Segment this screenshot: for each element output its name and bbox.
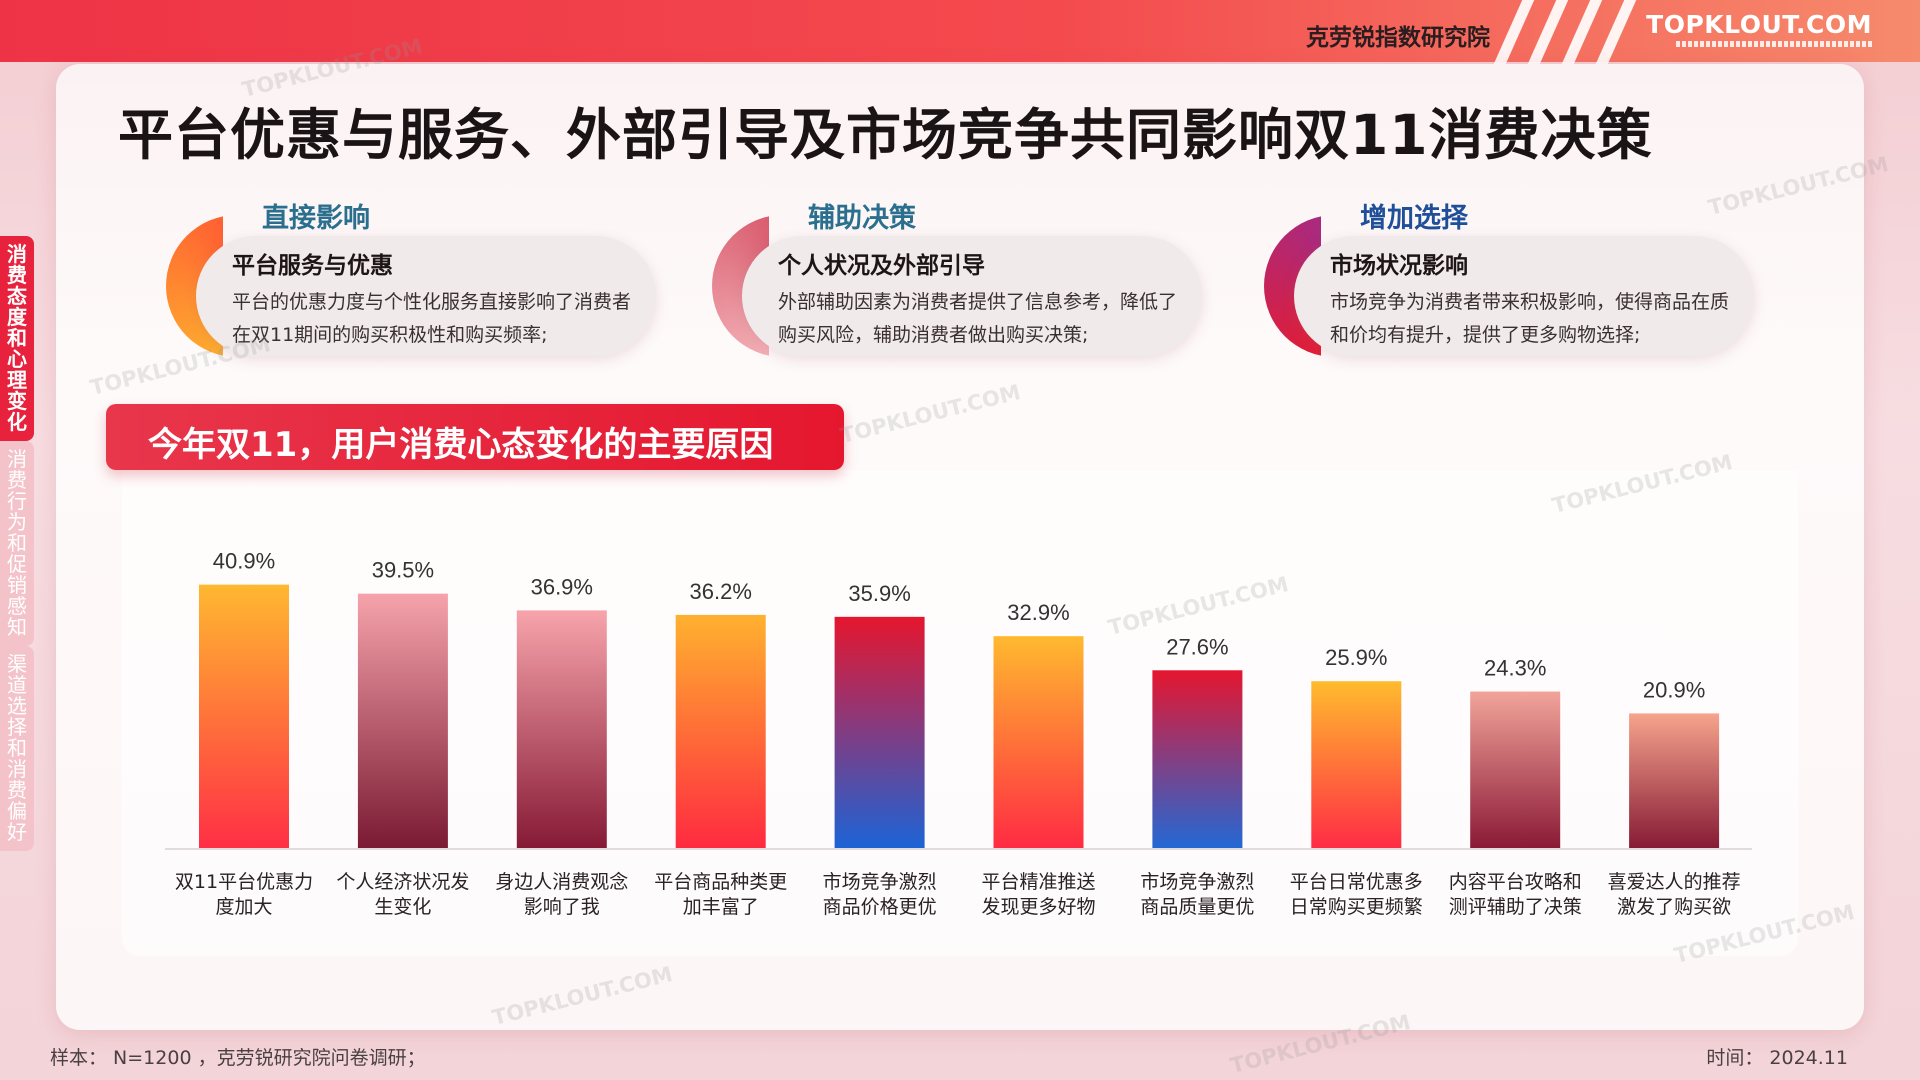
category-label: 商品质量更优 bbox=[1140, 896, 1254, 918]
page-title: 平台优惠与服务、外部引导及市场竞争共同影响双11消费决策 bbox=[118, 103, 1653, 167]
footer-date: 时间： 2024.11 bbox=[1706, 1047, 1848, 1069]
category-label: 加丰富了 bbox=[683, 896, 759, 918]
bar bbox=[357, 593, 448, 848]
factor-desc: 市场竞争为消费者带来积极影响，使得商品在质和价均有提升，提供了更多购物选择; bbox=[1330, 291, 1730, 346]
chart-title: 今年双11，用户消费心态变化的主要原因 bbox=[148, 425, 774, 465]
category-label: 生变化 bbox=[374, 896, 431, 918]
factor-pill bbox=[196, 236, 656, 356]
data-label: 27.6% bbox=[1166, 634, 1228, 659]
sidebar-item-attitude[interactable]: 消费态度和心理变化 bbox=[0, 236, 34, 441]
factor-desc: 外部辅助因素为消费者提供了信息参考，降低了购买风险，辅助消费者做出购买决策; bbox=[778, 291, 1178, 346]
data-label: 40.9% bbox=[213, 549, 275, 574]
category-label: 度加大 bbox=[215, 896, 272, 918]
bar bbox=[675, 614, 766, 848]
bar bbox=[1470, 691, 1561, 848]
factor-desc: 平台的优惠力度与个性化服务直接影响了消费者在双11期间的购买积极性和购买频率; bbox=[232, 291, 632, 346]
bar bbox=[1311, 681, 1402, 848]
factor-pill bbox=[1294, 236, 1754, 356]
category-label: 日常购买更频繁 bbox=[1290, 896, 1423, 918]
data-label: 39.5% bbox=[372, 558, 434, 583]
sidebar-item-behavior[interactable]: 消费行为和促销感知 bbox=[0, 441, 34, 646]
factor-label: 增加选择 bbox=[1360, 203, 1468, 234]
bar bbox=[1152, 670, 1243, 848]
category-label: 测评辅助了决策 bbox=[1449, 896, 1582, 918]
data-label: 24.3% bbox=[1484, 656, 1546, 681]
category-label: 激发了购买欲 bbox=[1617, 896, 1731, 918]
category-label: 商品价格更优 bbox=[823, 896, 937, 918]
sidebar-item-channel[interactable]: 渠道选择和消费偏好 bbox=[0, 646, 34, 851]
factor-label: 直接影响 bbox=[262, 203, 370, 234]
category-label: 内容平台攻略和 bbox=[1449, 871, 1582, 893]
data-label: 20.9% bbox=[1643, 677, 1705, 702]
data-label: 36.2% bbox=[690, 579, 752, 604]
bar bbox=[199, 584, 289, 848]
category-label: 个人经济状况发 bbox=[336, 871, 469, 893]
bar bbox=[516, 610, 607, 848]
factor-label: 辅助决策 bbox=[808, 203, 916, 234]
data-label: 25.9% bbox=[1325, 645, 1387, 670]
category-label: 发现更多好物 bbox=[981, 896, 1095, 918]
bar bbox=[1629, 713, 1720, 848]
logo-text: TOPKLOUT.COM bbox=[1646, 10, 1872, 39]
logo-subline bbox=[1676, 41, 1872, 47]
category-label: 市场竞争激烈 bbox=[823, 871, 937, 893]
category-label: 影响了我 bbox=[524, 896, 600, 918]
bar bbox=[993, 636, 1084, 848]
factor-heading: 个人状况及外部引导 bbox=[778, 253, 985, 279]
factor-heading: 市场状况影响 bbox=[1330, 253, 1468, 279]
chart-title-banner: 今年双11，用户消费心态变化的主要原因 bbox=[106, 404, 844, 470]
data-label: 32.9% bbox=[1007, 600, 1069, 625]
sidebar-nav: 消费态度和心理变化 消费行为和促销感知 渠道选择和消费偏好 bbox=[0, 236, 36, 851]
data-label: 35.9% bbox=[848, 581, 910, 606]
org-name: 克劳锐指数研究院 bbox=[1306, 25, 1490, 51]
category-label: 身边人消费观念 bbox=[495, 870, 628, 893]
factor-card-direct: 直接影响 平台服务与优惠 平台的优惠力度与个性化服务直接影响了消费者在双11期间… bbox=[166, 196, 666, 376]
category-label: 平台商品种类更 bbox=[654, 871, 787, 893]
data-label: 36.9% bbox=[531, 574, 593, 599]
category-label: 市场竞争激烈 bbox=[1140, 871, 1254, 893]
brand-logo: TOPKLOUT.COM bbox=[1646, 10, 1872, 47]
category-label: 双11平台优惠力 bbox=[175, 871, 313, 893]
bar bbox=[834, 616, 925, 848]
footer-sample-note: 样本： N=1200 ，克劳锐研究院问卷调研； bbox=[50, 1047, 426, 1069]
category-label: 平台精准推送 bbox=[981, 871, 1095, 893]
category-label: 平台日常优惠多 bbox=[1290, 871, 1423, 893]
factor-card-choice: 增加选择 市场状况影响 市场竞争为消费者带来积极影响，使得商品在质和价均有提升，… bbox=[1264, 196, 1764, 376]
factor-pill bbox=[742, 236, 1202, 356]
factor-card-assist: 辅助决策 个人状况及外部引导 外部辅助因素为消费者提供了信息参考，降低了购买风险… bbox=[712, 196, 1212, 376]
factor-heading: 平台服务与优惠 bbox=[232, 253, 393, 279]
category-label: 喜爱达人的推荐 bbox=[1608, 871, 1741, 893]
